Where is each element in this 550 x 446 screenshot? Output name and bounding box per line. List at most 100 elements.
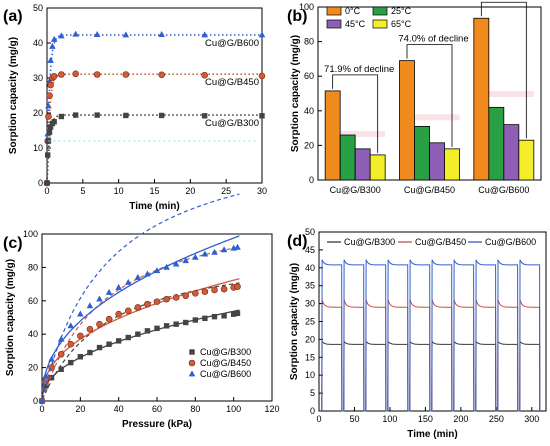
panel-c-legend-marker-2 — [188, 370, 196, 377]
panel-d-ytick-label: 35 — [305, 281, 315, 291]
panel-a-point-1 — [50, 72, 58, 80]
panel-c-ytick-label: 40 — [28, 329, 38, 339]
panel-c-point-1 — [211, 286, 218, 294]
panel-b-decline-bracket — [406, 44, 453, 147]
panel-c-x-axis-label: Pressure (kPa) — [122, 419, 192, 430]
panel-b-category-label: Cu@G/B600 — [478, 185, 529, 195]
panel-c-point-1 — [144, 300, 151, 308]
panel-c-xtick-label: 40 — [114, 404, 124, 414]
panel-b-bar-0-0 — [324, 90, 341, 181]
panel-b-legend-label-1: 25°C — [391, 6, 412, 16]
panel-d-legend-label-0: Cu@G/B300 — [344, 237, 395, 247]
panel-a-xtick-label: 10 — [114, 186, 124, 196]
panel-a-ytick-label: 50 — [33, 3, 43, 13]
panel-c-point-0 — [106, 341, 112, 347]
panel-a-point-2 — [72, 112, 79, 118]
panel-c-point-0 — [202, 315, 208, 322]
panel-c-point-2 — [134, 273, 142, 280]
panel-d-xtick-label: 0 — [316, 414, 321, 424]
panel-d-ytick-label: 15 — [305, 352, 315, 362]
panel-b-decline-bracket — [480, 1, 527, 139]
panel-c-point-1 — [77, 332, 84, 340]
panel-a-point-0 — [258, 31, 266, 38]
panel-c-fit-solid-1 — [41, 278, 240, 391]
panel-c-point-0 — [183, 319, 189, 326]
panel-b-legend-swatch-1 — [372, 6, 388, 16]
panel-c-point-2 — [86, 302, 94, 309]
panel-a-point-1 — [72, 70, 79, 78]
panel-b-category-label: Cu@G/B300 — [330, 185, 381, 195]
panel-b-legend-label-3: 65°C — [391, 19, 412, 29]
panel-b-ytick-label: 40 — [304, 106, 314, 116]
panel-b-legend-label-2: 45°C — [345, 19, 366, 29]
panel-b-category-label: Cu@G/B450 — [404, 185, 455, 195]
panel-c-point-2 — [105, 288, 113, 295]
panel-b-bar-3-1 — [444, 148, 460, 181]
panel-c-label: (c) — [3, 235, 23, 252]
panel-a-point-2 — [94, 112, 100, 118]
panel-a-xtick-label: 15 — [149, 186, 159, 196]
panel-c-point-1 — [201, 288, 209, 295]
panel-c-legend-label-1: Cu@G/B450 — [200, 358, 251, 368]
panel-c-point-2 — [124, 278, 132, 285]
panel-a-y-axis-label: Sorption capacity (mg/g) — [8, 37, 19, 154]
panel-a-point-1 — [93, 71, 101, 78]
panel-b-bar-2-0 — [354, 148, 371, 181]
panel-c-ytick-label: 0 — [33, 396, 38, 406]
panel-c-point-1 — [134, 304, 142, 311]
panel-b-bar-1-0 — [339, 134, 356, 181]
panel-c-point-0 — [173, 321, 179, 327]
panel-a-point-0 — [49, 42, 56, 49]
panel-c-point-0 — [115, 338, 122, 344]
panel-c-point-0 — [211, 313, 218, 320]
panel-a-series-label-2: Cu@G/B300 — [205, 118, 259, 129]
panel-c-point-0 — [230, 311, 237, 317]
panel-c-point-1 — [172, 294, 180, 301]
panel-c-point-1 — [153, 298, 161, 305]
panel-c-point-2 — [234, 243, 241, 250]
panel-c-ytick-label: 60 — [28, 296, 38, 306]
panel-b: 0 20 40 60 80 100(b) Sorption capacity (mg/g) C… — [287, 0, 543, 195]
panel-a-point-1 — [58, 71, 65, 78]
panel-a: 0 10 20 30 40 50 0 5 10 15 20 25 30 (a) Time (min) Sorp… — [3, 3, 267, 212]
panel-c-point-0 — [144, 328, 151, 334]
panel-d-y-axis-label: Sorption capacity (mg/g) — [289, 263, 300, 380]
panel-a-point-2 — [44, 180, 50, 186]
panel-b-bar-1-1 — [414, 125, 430, 181]
panel-b-legend-swatch-3 — [372, 19, 388, 29]
panel-c-point-0 — [163, 323, 170, 329]
panel-d-ytick-label: 5 — [310, 388, 315, 398]
panel-b-legend-swatch-2 — [326, 19, 342, 29]
panel-b-bar-0-2 — [473, 17, 490, 181]
panel-c-point-2 — [220, 246, 228, 253]
panel-c-point-1 — [124, 307, 132, 315]
panel-c-point-1 — [96, 320, 103, 328]
panel-c-point-1 — [192, 289, 199, 297]
panel-c-point-0 — [48, 374, 55, 381]
panel-c-xtick-label: 60 — [152, 404, 162, 414]
panel-d-ytick-label: 45 — [305, 245, 315, 255]
panel-c-point-2 — [48, 355, 55, 362]
panel-b-decline-annotation: 74.0% of decline — [398, 34, 468, 45]
panel-b-legend-swatch-0 — [326, 6, 342, 16]
panel-c-point-2 — [172, 260, 180, 267]
panel-b-legend-label-0: 0°C — [345, 6, 361, 16]
panel-b-highlight — [488, 91, 534, 98]
panel-c-legend-label-2: Cu@G/B600 — [200, 369, 251, 379]
panel-b-decline-annotation: 75.2% of decline — [473, 0, 543, 2]
panel-c-point-0 — [43, 383, 49, 389]
panel-c-point-1 — [182, 292, 190, 300]
panel-c: 0 20 40 60 80 100 0 20 40 60 80 100 120 (c) Pressure (… — [3, 193, 280, 430]
panel-c-point-2 — [201, 250, 209, 257]
panel-d-ytick-label: 30 — [305, 299, 315, 309]
panel-a-point-1 — [46, 92, 53, 99]
panel-c-fit-dashed-2 — [42, 193, 240, 399]
panel-a-xtick-label: 30 — [257, 186, 267, 196]
panel-d-ytick-label: 50 — [305, 227, 315, 237]
panel-c-ytick-label: 100 — [23, 229, 38, 239]
panel-a-point-0 — [50, 35, 58, 42]
panel-a-point-1 — [201, 71, 208, 79]
panel-c-point-1 — [115, 310, 122, 318]
panel-c-point-1 — [220, 285, 228, 293]
